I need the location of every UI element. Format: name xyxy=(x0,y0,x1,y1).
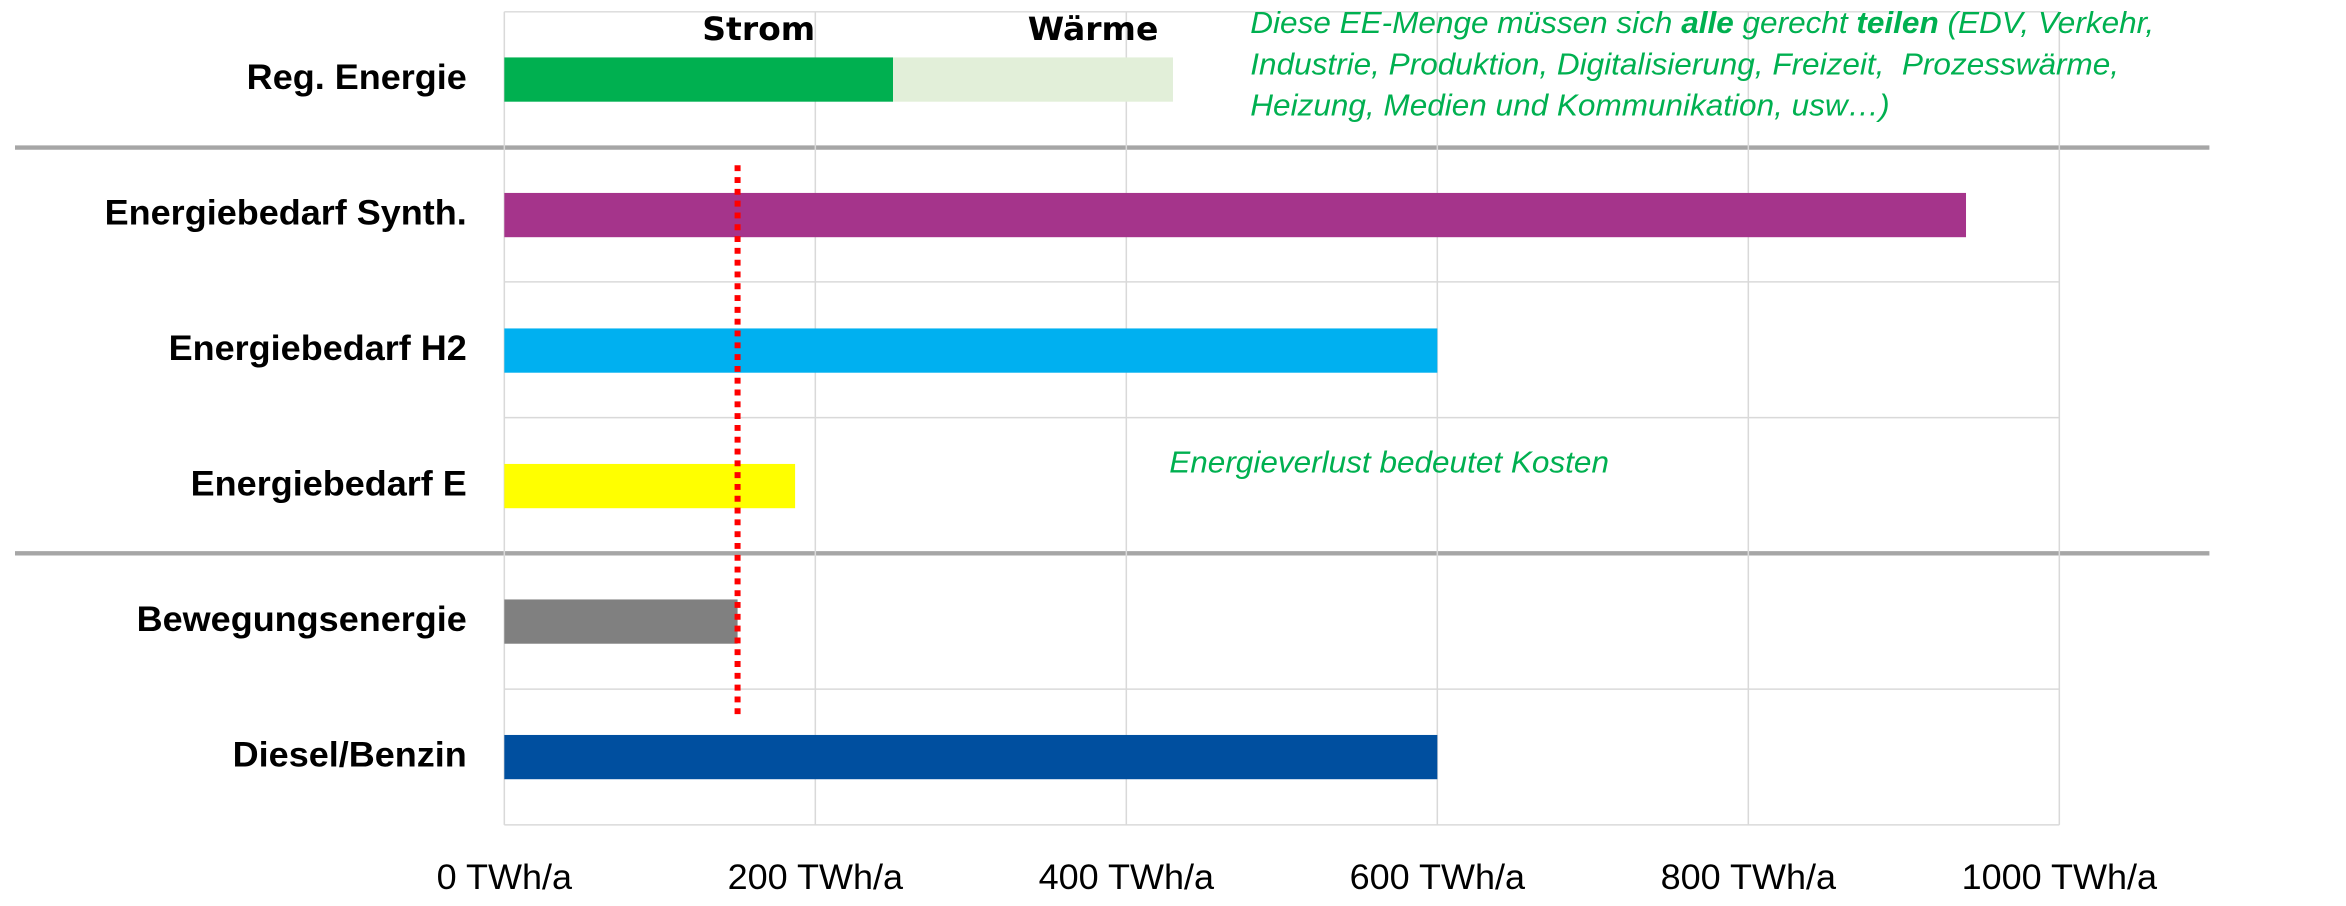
annotation-part: Diese EE-Menge müssen sich xyxy=(1250,6,1681,41)
annotation-part: Energieverlust bedeutet Kosten xyxy=(1169,445,1609,480)
annotation: Energieverlust bedeutet Kosten xyxy=(1169,445,1609,480)
category-label: Energiebedarf H2 xyxy=(169,328,467,368)
annotation: Heizung, Medien und Kommunikation, usw…) xyxy=(1250,88,1889,123)
bar-segment xyxy=(504,57,894,102)
annotation: Diese EE-Menge müssen sich alle gerecht … xyxy=(1250,6,2154,41)
annotation-part: (EDV, Verkehr, xyxy=(1939,6,2154,41)
category-label: Bewegungsenergie xyxy=(137,599,467,639)
category-label: Energiebedarf E xyxy=(191,464,467,504)
legend-label: Strom xyxy=(702,10,815,48)
bar xyxy=(504,734,1438,780)
x-tick-label: 800 TWh/a xyxy=(1661,857,1837,897)
x-tick-label: 0 TWh/a xyxy=(437,857,573,897)
category-label: Energiebedarf Synth. xyxy=(105,193,467,233)
x-tick-label: 600 TWh/a xyxy=(1350,857,1526,897)
annotation-part: Heizung, Medien und Kommunikation, usw…) xyxy=(1250,88,1889,123)
annotation-part: teilen xyxy=(1856,6,1938,41)
category-label: Diesel/Benzin xyxy=(233,735,467,775)
bar xyxy=(504,192,1967,238)
x-tick-label: 1000 TWh/a xyxy=(1962,857,2158,897)
bar xyxy=(504,599,738,644)
annotation-part: gerecht xyxy=(1734,6,1857,41)
x-tick-label: 400 TWh/a xyxy=(1039,857,1215,897)
legend-label: Wärme xyxy=(1028,10,1159,48)
annotation: Industrie, Produktion, Digitalisierung, … xyxy=(1250,47,2119,82)
annotation-part: alle xyxy=(1681,6,1734,41)
bar xyxy=(504,328,1438,373)
annotation-part: Industrie, Produktion, Digitalisierung, … xyxy=(1250,47,2119,82)
category-label: Reg. Energie xyxy=(247,57,467,97)
bar-segment xyxy=(893,57,1173,102)
bar xyxy=(504,463,796,509)
x-tick-label: 200 TWh/a xyxy=(728,857,904,897)
